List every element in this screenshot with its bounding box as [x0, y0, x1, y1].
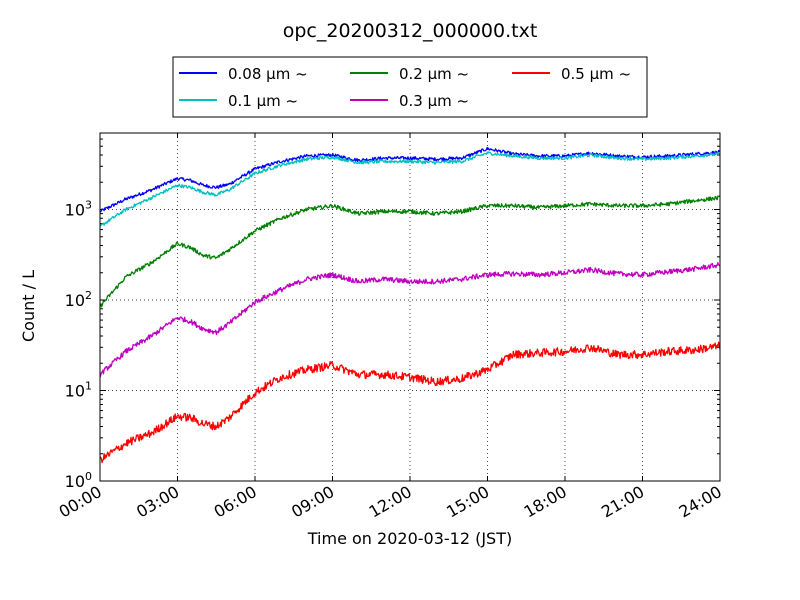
- x-axis-label: Time on 2020-03-12 (JST): [307, 529, 512, 548]
- y-axis-label: Count / L: [19, 270, 38, 342]
- legend-label: 0.5 μm ~: [561, 65, 631, 83]
- y-tick-label: 102: [65, 289, 92, 310]
- y-tick-labels: 100 101 102 103: [65, 198, 92, 491]
- plot-frame: [99, 132, 721, 482]
- series-line: [99, 262, 721, 378]
- series-line: [99, 195, 721, 308]
- legend-label: 0.2 μm ~: [399, 65, 469, 83]
- series-line: [99, 146, 721, 213]
- y-tick-label: 103: [65, 198, 92, 219]
- legend-label: 0.3 μm ~: [399, 92, 469, 110]
- chart-title: opc_20200312_000000.txt: [283, 20, 538, 42]
- legend: 0.08 μm ~ 0.1 μm ~ 0.2 μm ~ 0.3 μm ~ 0.5 μm …: [172, 56, 648, 118]
- y-tick-label: 101: [65, 379, 92, 400]
- legend-label: 0.08 μm ~: [228, 65, 308, 83]
- series-line: [99, 341, 721, 464]
- grid-lines: [100, 133, 720, 481]
- legend-label: 0.1 μm ~: [228, 92, 298, 110]
- y-tick-label: 100: [65, 470, 92, 491]
- legend-box: [172, 56, 648, 118]
- series-lines: [99, 146, 721, 464]
- series-line: [99, 151, 721, 227]
